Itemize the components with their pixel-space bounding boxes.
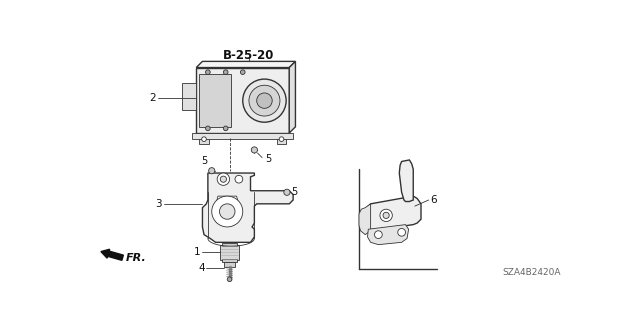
Polygon shape: [182, 83, 196, 110]
Text: B-25-20: B-25-20: [223, 49, 275, 62]
Polygon shape: [202, 173, 293, 242]
Text: SZA4B2420A: SZA4B2420A: [502, 268, 561, 277]
Text: 2: 2: [149, 93, 156, 103]
Text: 6: 6: [430, 195, 437, 205]
Polygon shape: [289, 61, 296, 133]
Bar: [220, 245, 239, 260]
Text: 5: 5: [201, 156, 207, 166]
Text: 3: 3: [156, 199, 162, 209]
Circle shape: [380, 209, 392, 221]
Circle shape: [284, 189, 290, 195]
Polygon shape: [216, 196, 238, 208]
Bar: [184, 105, 189, 108]
Circle shape: [220, 176, 227, 182]
Circle shape: [223, 70, 228, 74]
Polygon shape: [359, 204, 371, 235]
Bar: [199, 133, 209, 144]
Circle shape: [257, 93, 272, 108]
Circle shape: [397, 228, 406, 236]
Polygon shape: [367, 225, 408, 245]
FancyArrow shape: [101, 249, 124, 260]
Bar: [184, 89, 189, 92]
Bar: [184, 94, 189, 98]
Bar: [222, 258, 237, 262]
Circle shape: [374, 231, 382, 239]
Circle shape: [249, 85, 280, 116]
Circle shape: [241, 70, 245, 74]
Bar: [277, 133, 286, 144]
Circle shape: [205, 126, 210, 131]
Circle shape: [217, 173, 230, 185]
Circle shape: [205, 70, 210, 74]
Circle shape: [252, 147, 257, 153]
Circle shape: [227, 277, 232, 282]
Circle shape: [235, 175, 243, 183]
Circle shape: [383, 212, 389, 219]
Circle shape: [202, 137, 206, 141]
Polygon shape: [365, 196, 421, 231]
Text: 5: 5: [292, 187, 298, 197]
Circle shape: [209, 168, 215, 174]
Polygon shape: [196, 68, 289, 133]
Circle shape: [279, 137, 284, 141]
Text: 5: 5: [265, 154, 271, 164]
Bar: [205, 89, 216, 106]
Text: 1: 1: [195, 247, 201, 257]
Circle shape: [212, 196, 243, 227]
Circle shape: [223, 126, 228, 131]
Polygon shape: [198, 74, 231, 127]
Bar: [222, 243, 237, 246]
Polygon shape: [196, 61, 296, 68]
Polygon shape: [193, 133, 293, 139]
Text: 4: 4: [198, 263, 205, 273]
Circle shape: [243, 79, 286, 122]
Bar: [224, 262, 235, 267]
Text: FR.: FR.: [125, 253, 147, 263]
Circle shape: [220, 204, 235, 219]
Polygon shape: [399, 160, 413, 202]
Bar: [404, 169, 410, 189]
Bar: [184, 100, 189, 103]
